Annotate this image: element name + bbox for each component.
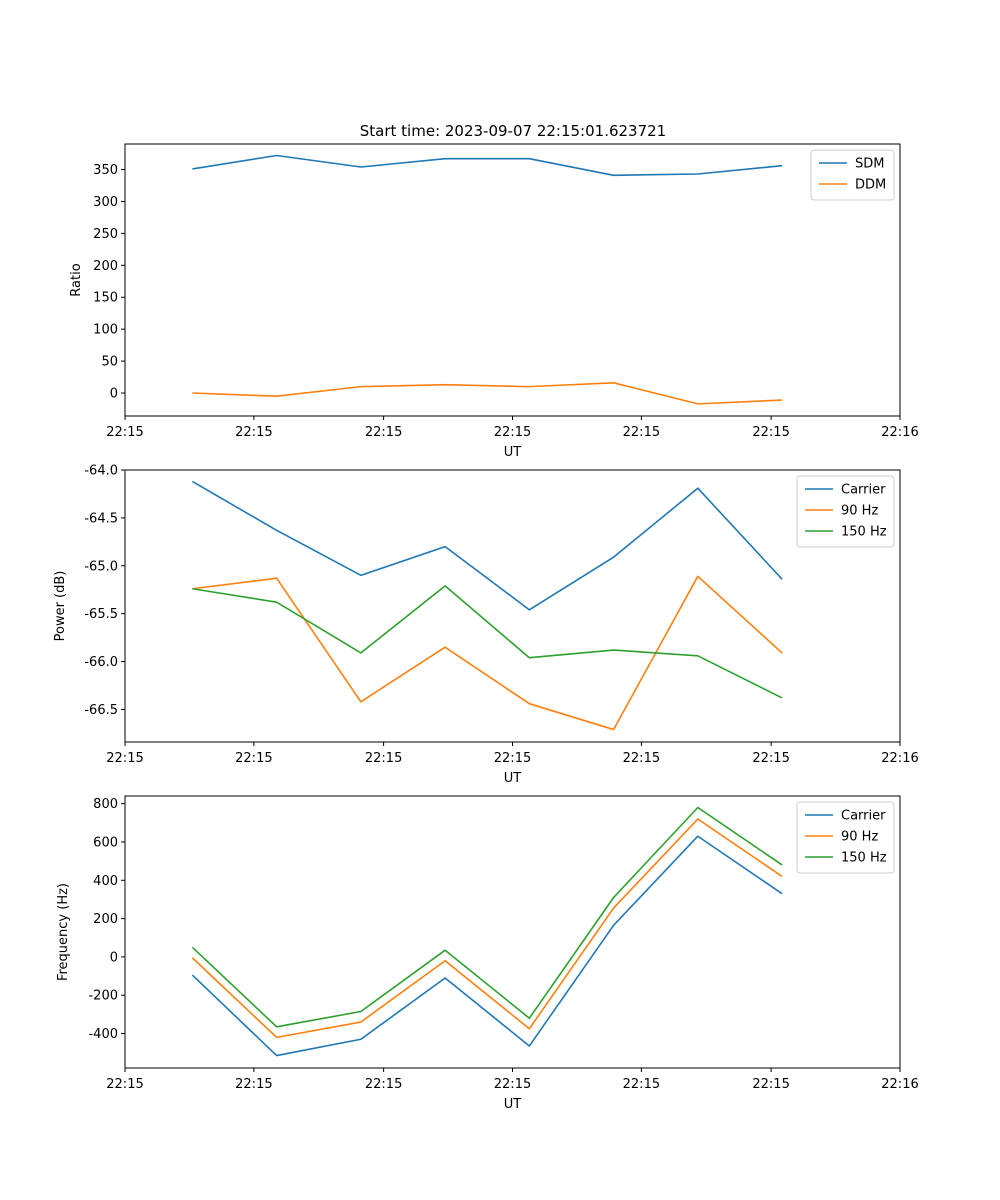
x-tick-label: 22:15 (365, 1077, 402, 1092)
legend-label-sdm: SDM (855, 157, 884, 172)
series-line-sdm (192, 154, 783, 177)
legend-label-carrier: Carrier (841, 809, 886, 824)
y-tick-label: 600 (93, 835, 118, 850)
x-tick-label: 22:15 (365, 751, 402, 766)
x-tick-label: 22:15 (623, 425, 660, 440)
legend-box (796, 801, 895, 874)
x-tick-label: 22:15 (752, 1077, 789, 1092)
y-tick-label: 400 (93, 874, 118, 889)
series-line-150-hz (191, 806, 783, 1028)
x-tick-label: 22:16 (881, 1077, 918, 1092)
series-line-150-hz (192, 585, 783, 699)
x-tick-label: 22:15 (106, 1077, 143, 1092)
x-tick-label: 22:15 (235, 425, 272, 440)
x-tick-label: 22:15 (494, 1077, 531, 1092)
x-tick-label: 22:15 (752, 425, 789, 440)
legend-label-90-hz: 90 Hz (841, 830, 878, 845)
x-axis-label: UT (504, 1097, 522, 1112)
y-tick-label: -65.0 (84, 559, 118, 574)
y-tick-label: 200 (93, 259, 118, 274)
x-tick-label: 22:15 (235, 751, 272, 766)
frequency-panel: 22:15 22:15 22:15 22:15 22:15 22:15 22:16 -400 -… (56, 795, 919, 1112)
y-axis-label: Frequency (Hz) (56, 883, 71, 981)
x-tick-label: 22:15 (106, 751, 143, 766)
x-axis-label: UT (504, 771, 522, 786)
series-line-carrier (191, 480, 783, 611)
legend: SDM DDM (810, 149, 895, 201)
legend: Carrier 90 Hz 150 Hz (796, 801, 895, 874)
legend: Carrier 90 Hz 150 Hz (796, 475, 895, 548)
x-tick-label: 22:15 (623, 1077, 660, 1092)
x-tick-label: 22:15 (752, 751, 789, 766)
x-tick-label: 22:16 (881, 425, 918, 440)
y-tick-label: 350 (93, 163, 118, 178)
legend-label-ddm: DDM (855, 178, 886, 193)
y-tick-label: -64.0 (84, 464, 118, 479)
y-tick-label: 800 (93, 797, 118, 812)
legend-box (796, 475, 895, 548)
y-axis-label: Power (dB) (53, 571, 68, 642)
y-tick-label: 0 (110, 387, 118, 402)
legend-label-carrier: Carrier (841, 483, 886, 498)
y-tick-label: -66.5 (84, 703, 118, 718)
y-tick-label: -400 (88, 1027, 118, 1042)
y-tick-label: 200 (93, 912, 118, 927)
ratio-panel: 22:15 22:15 22:15 22:15 22:15 22:15 22:16 0 50 10… (69, 143, 919, 460)
series-line-90-hz (191, 818, 783, 1039)
figure-title: Start time: 2023-09-07 22:15:01.623721 (360, 122, 666, 140)
x-tick-label: 22:15 (365, 425, 402, 440)
x-tick-label: 22:15 (623, 751, 660, 766)
legend-label-150-hz: 150 Hz (841, 525, 887, 540)
power-panel: 22:15 22:15 22:15 22:15 22:15 22:15 22:16 -64.0… (53, 464, 919, 787)
legend-label-150-hz: 150 Hz (841, 851, 887, 866)
y-tick-label: 250 (93, 227, 118, 242)
series-line-ddm (192, 381, 783, 405)
y-axis-label: Ratio (69, 263, 84, 296)
y-tick-label: 100 (93, 323, 118, 338)
x-axis-label: UT (504, 445, 522, 460)
x-tick-label: 22:15 (494, 425, 531, 440)
legend-label-90-hz: 90 Hz (841, 504, 878, 519)
y-tick-label: -65.5 (84, 607, 118, 622)
y-tick-label: 0 (110, 950, 118, 965)
series-line-carrier (191, 835, 783, 1057)
x-tick-label: 22:16 (881, 751, 918, 766)
y-tick-label: 300 (93, 195, 118, 210)
x-tick-label: 22:15 (235, 1077, 272, 1092)
y-tick-label: 150 (93, 291, 118, 306)
series-line-90-hz (192, 575, 783, 731)
x-tick-label: 22:15 (106, 425, 143, 440)
y-tick-label: -200 (88, 989, 118, 1004)
y-tick-label: -66.0 (84, 655, 118, 670)
y-tick-label: 50 (101, 355, 118, 370)
y-tick-label: -64.5 (84, 511, 118, 526)
x-tick-label: 22:15 (494, 751, 531, 766)
